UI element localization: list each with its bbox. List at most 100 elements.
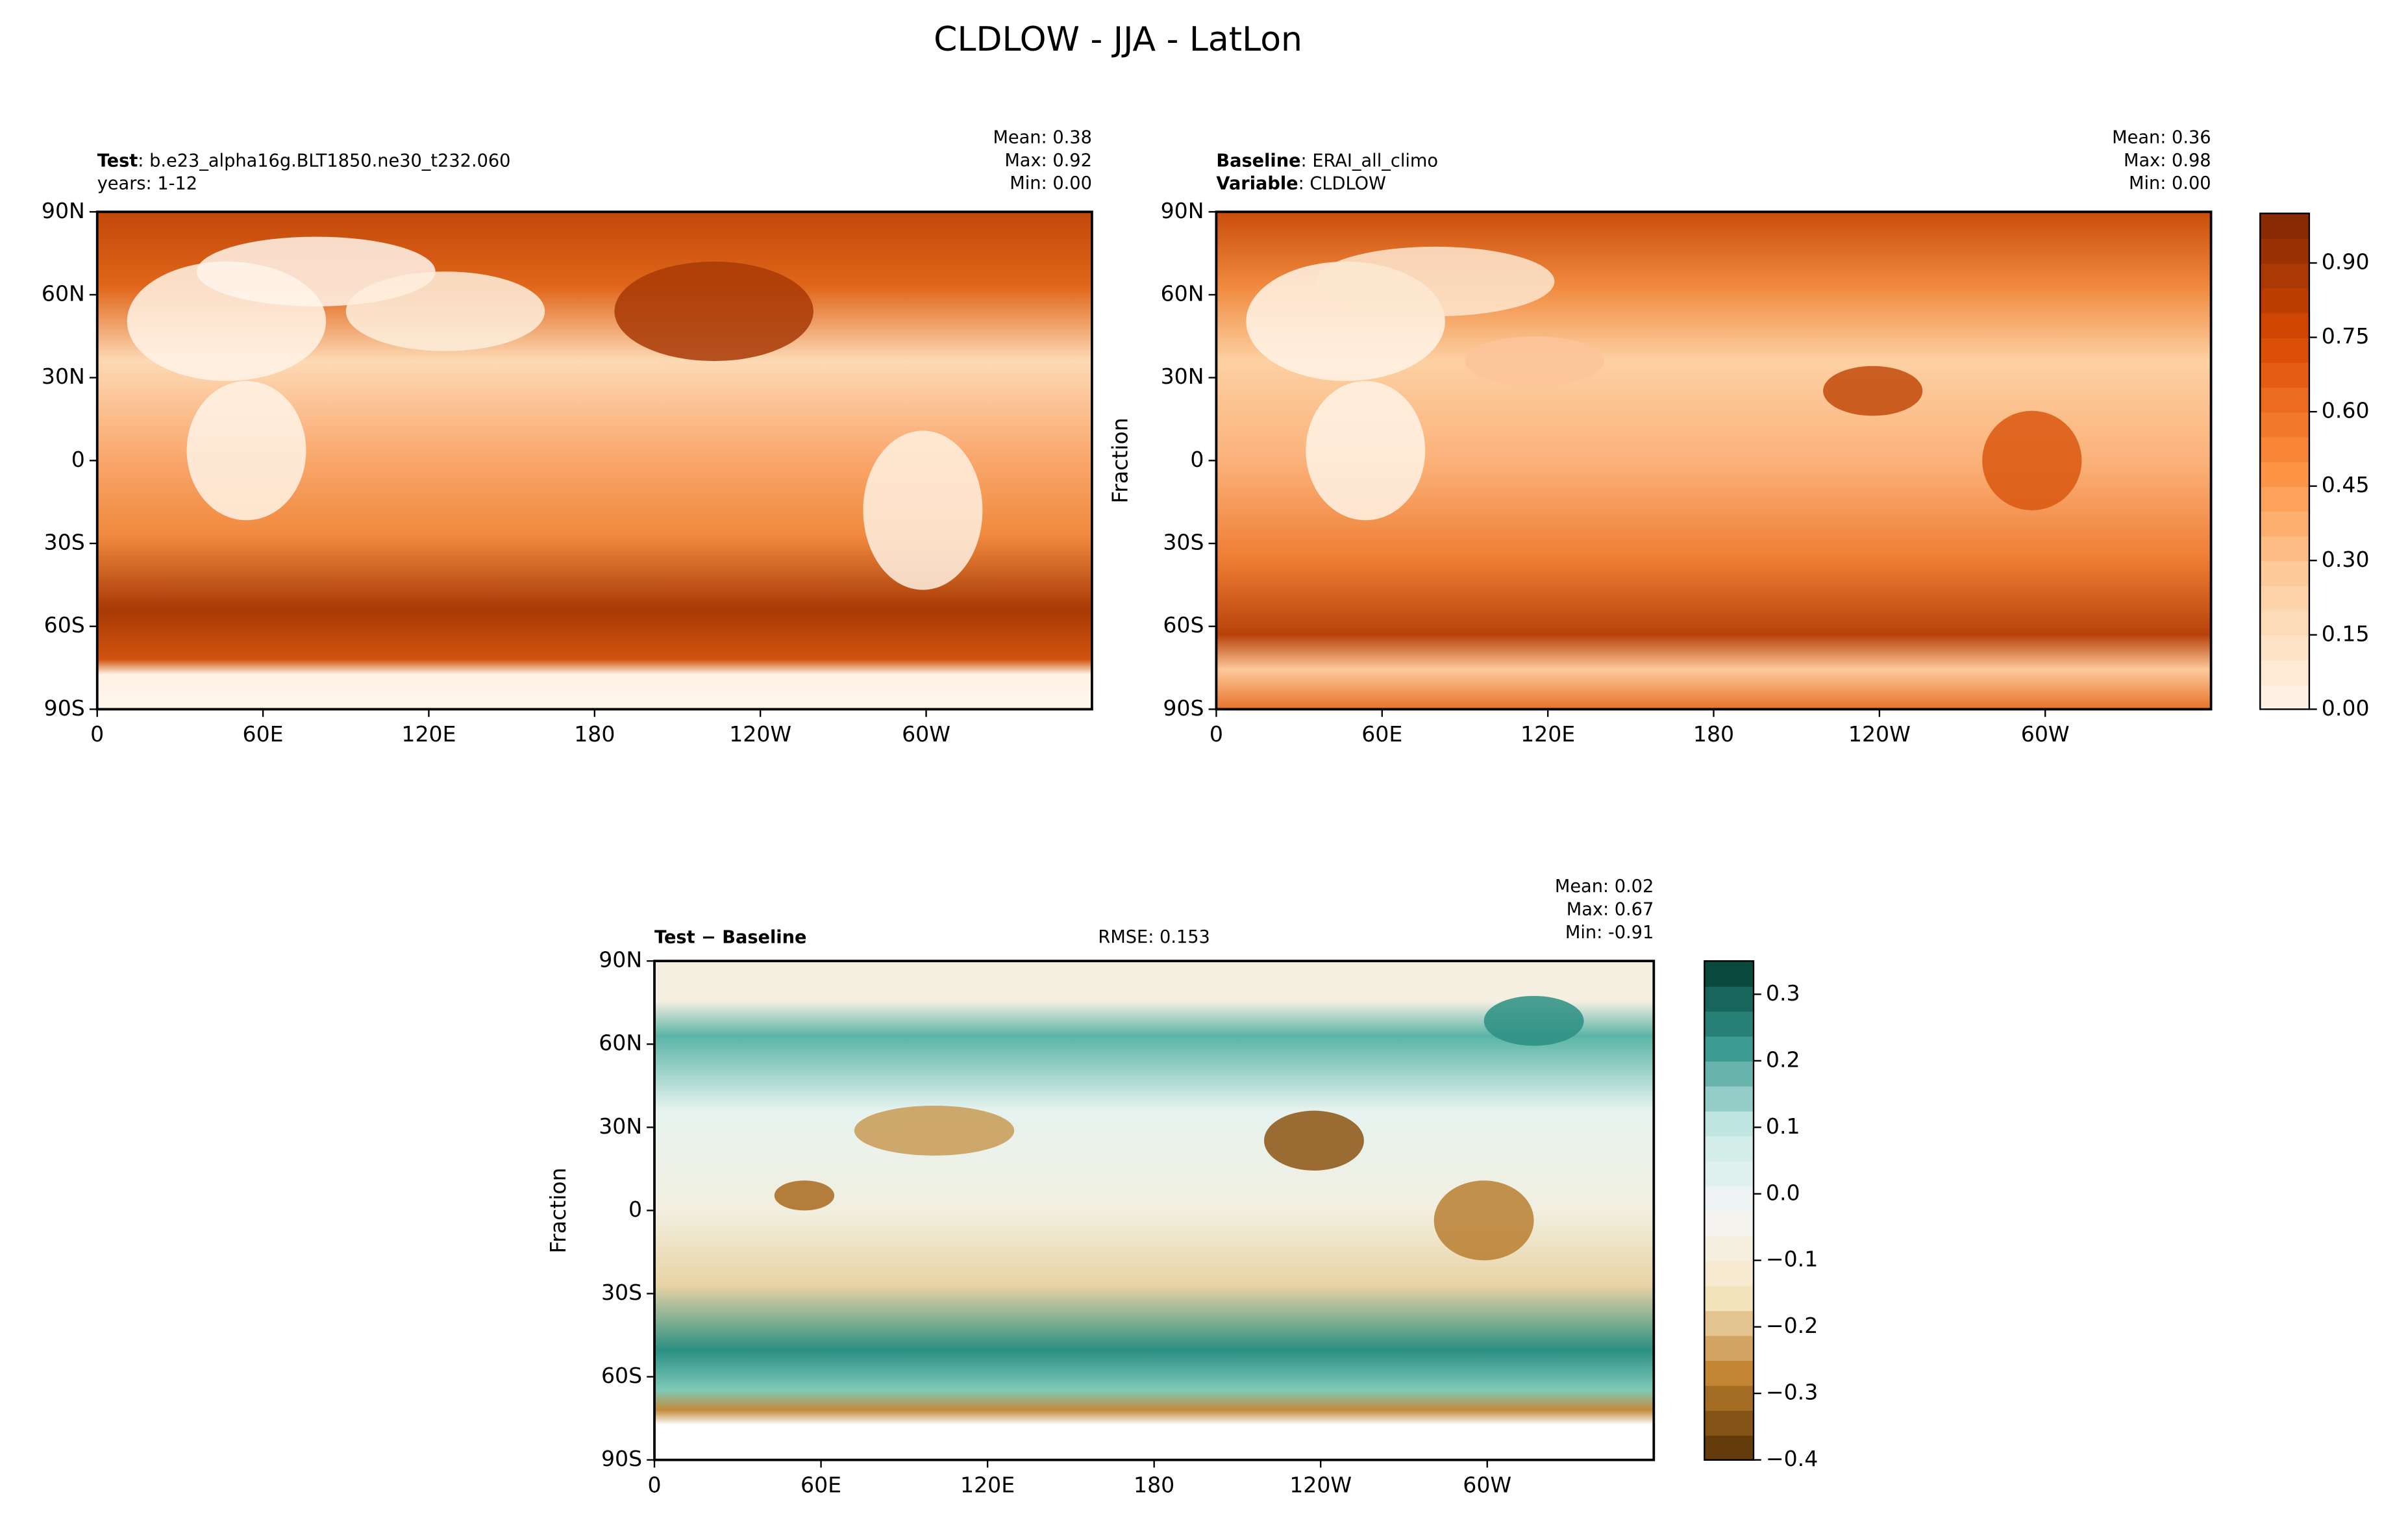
- panel-header: years: 1-12: [97, 173, 197, 193]
- x-tick-label: 60E: [1361, 721, 1402, 747]
- y-tick-label: 90S: [1163, 695, 1204, 721]
- colorbar-band: [2260, 238, 2309, 264]
- colorbar-frame: [1704, 960, 1755, 1461]
- header-text: : ERAI_all_climo: [1301, 151, 1439, 171]
- header-key: Baseline: [1216, 151, 1300, 171]
- y-tick-label: 90N: [42, 198, 85, 223]
- map-feature: [1982, 410, 2082, 510]
- colorbar-band: [1704, 1385, 1754, 1411]
- y-tick-label: 60N: [42, 280, 85, 306]
- map-feature: [614, 261, 813, 362]
- x-tick-label: 60E: [243, 721, 284, 747]
- y-tick-label: 30S: [1163, 530, 1204, 555]
- panel-stat: Min: 0.00: [2129, 173, 2211, 193]
- colorbar-band: [1704, 986, 1754, 1012]
- colorbar-band: [1704, 1060, 1754, 1087]
- colorbar-band: [1704, 1310, 1754, 1336]
- y-tick-label: 60S: [44, 612, 85, 638]
- y-tick-label: 90N: [599, 947, 642, 973]
- colorbar-tick-label: 0.2: [1766, 1047, 1800, 1072]
- colorbar-band: [2260, 560, 2309, 586]
- y-tick-label: 60N: [599, 1030, 642, 1056]
- x-tick-label: 0: [90, 721, 104, 747]
- colorbar-band: [2260, 436, 2309, 462]
- x-tick-label: 120W: [1289, 1472, 1352, 1497]
- y-tick-label: 90S: [44, 695, 85, 721]
- colorbar-tick-label: 0.75: [2322, 323, 2370, 349]
- colorbar-band: [2260, 312, 2309, 338]
- y-tick-label: 90N: [1161, 198, 1204, 223]
- panel-stat: Mean: 0.36: [2112, 127, 2211, 147]
- colorbar-band: [1704, 1185, 1754, 1212]
- map-feature: [774, 1180, 835, 1211]
- map-feature: [345, 271, 545, 351]
- map-panel: 0 60E 120E 180 120W 60W 90N 60N 30N 0 30S 60S 90S Tes…: [42, 127, 1093, 747]
- colorbar-band: [2260, 585, 2309, 611]
- panel-header: Baseline: ERAI_all_climo: [1216, 151, 1438, 171]
- map-panel: 0 60E 120E 180 120W 60W 90N 60N 30N 0 30S 60S 90S Bas…: [1107, 127, 2213, 747]
- colorbar-tick-label: 0.00: [2322, 695, 2370, 721]
- x-tick-label: 60W: [902, 721, 950, 747]
- colorbar-tick-label: −0.3: [1766, 1380, 1818, 1405]
- x-tick-label: 180: [574, 721, 615, 747]
- colorbar-tick-label: −0.2: [1766, 1313, 1818, 1338]
- x-tick-label: 120E: [1521, 721, 1575, 747]
- colorbar-band: [1704, 1210, 1754, 1236]
- colorbar-band: [1704, 1285, 1754, 1311]
- colorbar-band: [1704, 1335, 1754, 1361]
- x-tick-label: 120W: [729, 721, 791, 747]
- colorbar-tick-label: 0.3: [1766, 980, 1800, 1006]
- colorbar-band: [1704, 1036, 1754, 1062]
- x-tick-label: 120W: [1848, 721, 1911, 747]
- x-tick-label: 180: [1693, 721, 1734, 747]
- y-tick-label: 0: [71, 447, 85, 472]
- colorbar-band: [1704, 961, 1754, 987]
- x-tick-label: 120E: [960, 1472, 1015, 1497]
- y-tick-label: 0: [1190, 447, 1204, 472]
- header-key: Test − Baseline: [654, 927, 806, 947]
- colorbar-tick-label: 0.15: [2322, 621, 2370, 646]
- map-feature: [1263, 1110, 1364, 1171]
- x-tick-label: 0: [1210, 721, 1223, 747]
- colorbar-band: [2260, 386, 2309, 413]
- panel-rmse: RMSE: 0.153: [1098, 927, 1210, 947]
- y-tick-label: 60N: [1161, 280, 1204, 306]
- colorbar: 0.00 0.15 0.30 0.45 0.60 0.75 0.90: [2259, 212, 2370, 721]
- y-tick-label: 30S: [44, 530, 85, 555]
- colorbar-band: [1704, 1435, 1754, 1461]
- y-tick-label: 60S: [601, 1363, 642, 1388]
- header-key: Test: [97, 151, 138, 171]
- map-feature: [1434, 1180, 1534, 1261]
- colorbar-tick-label: 0.30: [2322, 547, 2370, 572]
- x-tick-label: 0: [647, 1472, 661, 1497]
- map-feature: [1315, 246, 1555, 317]
- colorbar-band: [2260, 337, 2309, 363]
- colorbar-band: [2260, 660, 2309, 686]
- map-feature: [186, 380, 306, 521]
- colorbar-band: [2260, 461, 2309, 487]
- colorbar-tick-label: 0.90: [2322, 249, 2370, 275]
- colorbar-tick-label: −0.4: [1766, 1446, 1818, 1471]
- y-axis-label: Fraction: [545, 1167, 571, 1253]
- y-tick-label: 30N: [599, 1113, 642, 1139]
- panel-stat: Min: 0.00: [1010, 173, 1092, 193]
- map-feature: [1483, 995, 1584, 1046]
- colorbar-band: [1704, 1160, 1754, 1187]
- colorbar-band: [2260, 684, 2309, 710]
- y-axis-label: Fraction: [1107, 417, 1132, 503]
- colorbar-band: [2260, 362, 2309, 388]
- colorbar-tick-label: −0.1: [1766, 1247, 1818, 1272]
- colorbar-band: [1704, 1260, 1754, 1286]
- panel-stat: Min: -0.91: [1565, 923, 1654, 943]
- panel-stat: Mean: 0.38: [993, 127, 1091, 147]
- panel-stat: Max: 0.67: [1567, 900, 1654, 920]
- colorbar-band: [2260, 536, 2309, 562]
- map-feature: [1465, 336, 1604, 386]
- colorbar-band: [2260, 610, 2309, 636]
- panel-stat: Max: 0.98: [2124, 151, 2211, 171]
- y-tick-label: 60S: [1163, 612, 1204, 638]
- colorbar-band: [2260, 510, 2309, 537]
- colorbar-band: [1704, 1086, 1754, 1112]
- x-tick-label: 60W: [1463, 1472, 1511, 1497]
